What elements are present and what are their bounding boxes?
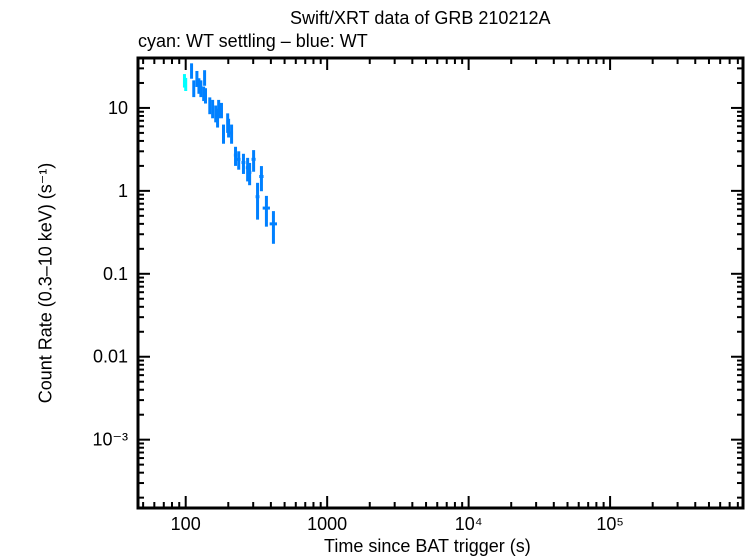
data-point bbox=[222, 124, 226, 144]
data-point bbox=[184, 77, 188, 92]
data-point bbox=[192, 80, 196, 98]
data-point bbox=[230, 124, 234, 144]
y-tick-label: 10 bbox=[108, 98, 128, 118]
plot-frame bbox=[136, 56, 745, 510]
y-tick-label: 0.01 bbox=[93, 347, 128, 367]
data-point bbox=[203, 70, 207, 86]
data-point bbox=[255, 182, 260, 220]
data-point bbox=[203, 88, 207, 104]
data-point bbox=[233, 146, 238, 166]
data-point bbox=[227, 118, 231, 138]
chart-title: Swift/XRT data of GRB 210212A bbox=[290, 8, 551, 28]
data-point bbox=[216, 108, 220, 128]
x-tick-label: 10⁵ bbox=[596, 514, 623, 534]
data-point bbox=[208, 97, 212, 115]
data-point bbox=[190, 63, 194, 79]
data-point bbox=[259, 166, 264, 192]
x-axis-label: Time since BAT trigger (s) bbox=[324, 536, 531, 556]
x-tick-label: 1000 bbox=[307, 514, 347, 534]
x-tick-label: 100 bbox=[171, 514, 201, 534]
y-tick-label: 0.1 bbox=[103, 264, 128, 284]
data-point bbox=[241, 153, 246, 174]
data-point bbox=[211, 99, 215, 119]
data-point bbox=[236, 151, 241, 170]
data-point bbox=[251, 150, 256, 172]
data-point bbox=[269, 211, 278, 244]
data-point bbox=[262, 195, 270, 227]
data-point bbox=[247, 162, 252, 186]
chart-subtitle: cyan: WT settling – blue: WT bbox=[138, 31, 368, 51]
y-tick-label: 1 bbox=[118, 181, 128, 201]
y-tick-label: 10⁻³ bbox=[92, 430, 128, 450]
data-point bbox=[199, 80, 203, 98]
data-point bbox=[219, 102, 223, 119]
x-tick-label: 10⁴ bbox=[455, 514, 483, 534]
data-point bbox=[195, 70, 199, 87]
